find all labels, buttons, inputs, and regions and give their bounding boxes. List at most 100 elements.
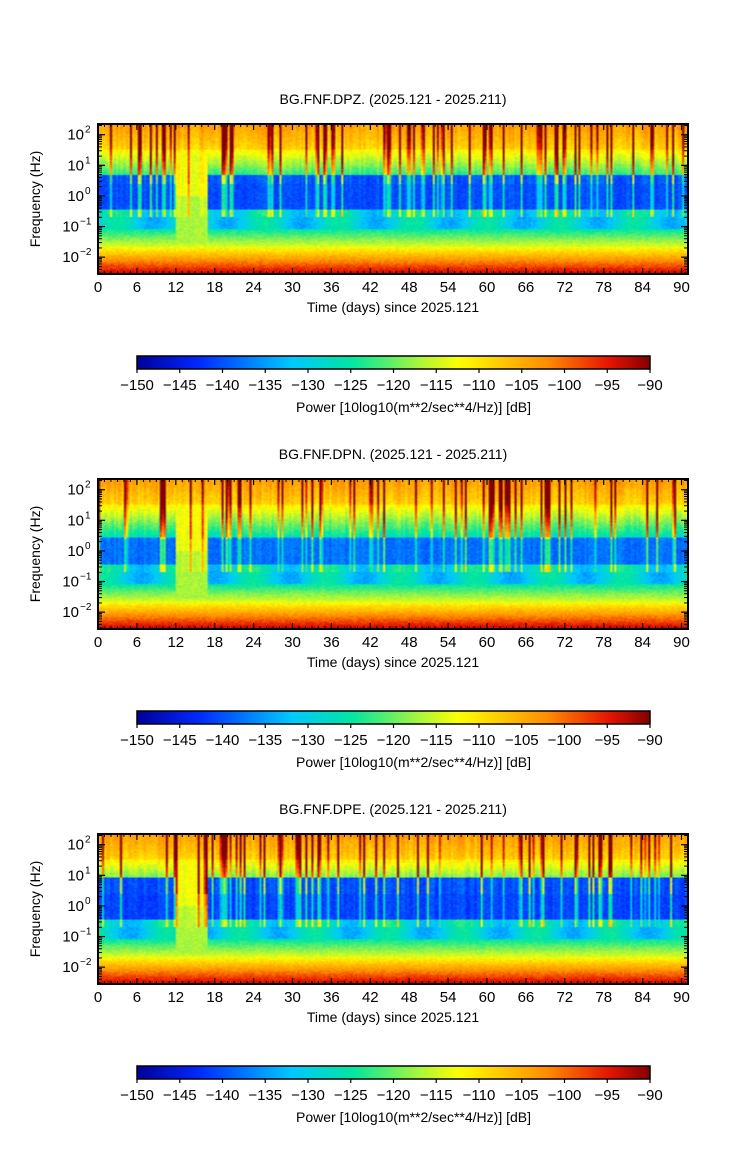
x-tick-label: 0 bbox=[94, 634, 102, 651]
x-tick-label: 18 bbox=[206, 989, 223, 1006]
x-tick-label: 72 bbox=[556, 989, 573, 1006]
y-tick-label: 10 −1 bbox=[62, 927, 92, 946]
colorbar-tick-label: −125 bbox=[334, 377, 368, 394]
x-tick-label: 6 bbox=[133, 634, 141, 651]
colorbar-label: Power [10log10(m**2/sec**4/Hz)] [dB] bbox=[296, 399, 531, 415]
x-tick-label: 90 bbox=[673, 634, 690, 651]
x-tick-label: 90 bbox=[673, 989, 690, 1006]
colorbar-tick-label: −95 bbox=[595, 732, 620, 749]
x-tick-label: 36 bbox=[323, 279, 340, 296]
colorbar-tick-label: −120 bbox=[377, 732, 411, 749]
colorbar-tick-label: −90 bbox=[637, 732, 662, 749]
x-tick-label: 24 bbox=[245, 279, 262, 296]
y-tick-label: 10 0 bbox=[67, 541, 91, 560]
y-tick-exponent: −1 bbox=[80, 217, 92, 228]
y-tick-exponent: −2 bbox=[80, 247, 92, 258]
colorbar-tick-label: −100 bbox=[548, 1087, 582, 1104]
x-tick-label: 48 bbox=[401, 634, 418, 651]
x-tick-label: 66 bbox=[518, 279, 535, 296]
x-tick-label: 6 bbox=[133, 989, 141, 1006]
y-tick-label: 10 2 bbox=[67, 125, 91, 144]
y-tick-exponent: 2 bbox=[85, 480, 91, 491]
colorbar-tick-label: −110 bbox=[463, 1087, 496, 1104]
colorbar-tick-label: −130 bbox=[291, 1087, 325, 1104]
x-tick-label: 84 bbox=[634, 634, 651, 651]
y-tick-label: 10 0 bbox=[67, 186, 91, 205]
y-tick-label: 10 0 bbox=[67, 896, 91, 915]
y-tick-base: 10 bbox=[67, 867, 84, 884]
colorbar-tick-label: −145 bbox=[163, 1087, 197, 1104]
x-tick-label: 0 bbox=[94, 279, 102, 296]
colorbar-tick-label: −125 bbox=[334, 732, 368, 749]
y-tick-base: 10 bbox=[67, 543, 84, 560]
x-tick-label: 72 bbox=[556, 279, 573, 296]
x-tick-label: 0 bbox=[94, 989, 102, 1006]
spectrogram-figure: BG.FNF.DPN. (2025.121 - 2025.211)0 6 12 18 2… bbox=[27, 446, 690, 770]
colorbar-label: Power [10log10(m**2/sec**4/Hz)] [dB] bbox=[296, 754, 531, 770]
x-tick-label: 36 bbox=[323, 989, 340, 1006]
y-tick-base: 10 bbox=[62, 604, 79, 621]
colorbar-tick-label: −90 bbox=[637, 1087, 662, 1104]
colorbar-tick-label: −115 bbox=[420, 1087, 453, 1104]
x-tick-label: 54 bbox=[440, 989, 457, 1006]
y-tick-base: 10 bbox=[67, 898, 84, 915]
x-tick-label: 24 bbox=[245, 989, 262, 1006]
y-tick-base: 10 bbox=[62, 249, 79, 266]
x-axis-label: Time (days) since 2025.121 bbox=[307, 1009, 479, 1025]
colorbar-tick-label: −105 bbox=[505, 377, 539, 394]
colorbar-tick-label: −150 bbox=[120, 377, 154, 394]
y-tick-label: 10 −2 bbox=[62, 247, 92, 266]
colorbar-tick-label: −125 bbox=[334, 1087, 368, 1104]
y-tick-base: 10 bbox=[67, 127, 84, 144]
x-tick-label: 78 bbox=[595, 989, 612, 1006]
x-tick-label: 6 bbox=[133, 279, 141, 296]
x-tick-label: 12 bbox=[167, 634, 184, 651]
y-tick-base: 10 bbox=[62, 574, 79, 591]
x-tick-label: 78 bbox=[595, 279, 612, 296]
x-tick-label: 54 bbox=[440, 634, 457, 651]
x-tick-label: 18 bbox=[206, 279, 223, 296]
y-tick-label: 10 1 bbox=[67, 510, 91, 529]
y-tick-label: 10 −2 bbox=[62, 602, 92, 621]
y-tick-label: 10 1 bbox=[67, 865, 91, 884]
x-tick-label: 90 bbox=[673, 279, 690, 296]
spectrogram-heatmap bbox=[98, 834, 688, 984]
x-tick-label: 60 bbox=[479, 989, 496, 1006]
colorbar-tick-label: −145 bbox=[163, 377, 197, 394]
x-tick-label: 66 bbox=[518, 989, 535, 1006]
colorbar-tick-label: −135 bbox=[248, 732, 282, 749]
y-tick-exponent: 2 bbox=[85, 835, 91, 846]
colorbar bbox=[136, 710, 651, 725]
y-tick-label: 10 2 bbox=[67, 480, 91, 499]
colorbar-tick-label: −140 bbox=[206, 377, 240, 394]
y-tick-base: 10 bbox=[62, 959, 79, 976]
x-tick-label: 48 bbox=[401, 989, 418, 1006]
colorbar-tick-label: −145 bbox=[163, 732, 197, 749]
x-tick-label: 30 bbox=[284, 989, 301, 1006]
x-axis-label: Time (days) since 2025.121 bbox=[307, 654, 479, 670]
spectrogram-heatmap bbox=[98, 479, 688, 629]
y-tick-exponent: 1 bbox=[85, 865, 91, 876]
y-tick-label: 10 −2 bbox=[62, 957, 92, 976]
x-tick-label: 60 bbox=[479, 279, 496, 296]
y-tick-label: 10 1 bbox=[67, 155, 91, 174]
y-tick-exponent: 0 bbox=[85, 186, 91, 197]
spectrogram-panel-dpe: BG.FNF.DPE. (2025.121 - 2025.211) 0 6 12 18 2… bbox=[0, 790, 750, 1160]
y-tick-exponent: 0 bbox=[85, 896, 91, 907]
colorbar-tick-label: −115 bbox=[420, 377, 453, 394]
colorbar-tick-label: −115 bbox=[420, 732, 453, 749]
y-tick-exponent: 2 bbox=[85, 125, 91, 136]
x-tick-label: 42 bbox=[362, 279, 379, 296]
colorbar-tick-label: −120 bbox=[377, 377, 411, 394]
colorbar-tick-label: −120 bbox=[377, 1087, 411, 1104]
colorbar bbox=[136, 355, 651, 370]
x-axis-label: Time (days) since 2025.121 bbox=[307, 299, 479, 315]
y-tick-base: 10 bbox=[67, 482, 84, 499]
x-tick-label: 36 bbox=[323, 634, 340, 651]
colorbar-tick-label: −100 bbox=[548, 732, 582, 749]
x-tick-label: 84 bbox=[634, 279, 651, 296]
chart-title: BG.FNF.DPZ. (2025.121 - 2025.211) bbox=[280, 91, 507, 107]
colorbar-tick-label: −90 bbox=[637, 377, 662, 394]
x-tick-label: 78 bbox=[595, 634, 612, 651]
colorbar-tick-label: −105 bbox=[505, 732, 539, 749]
